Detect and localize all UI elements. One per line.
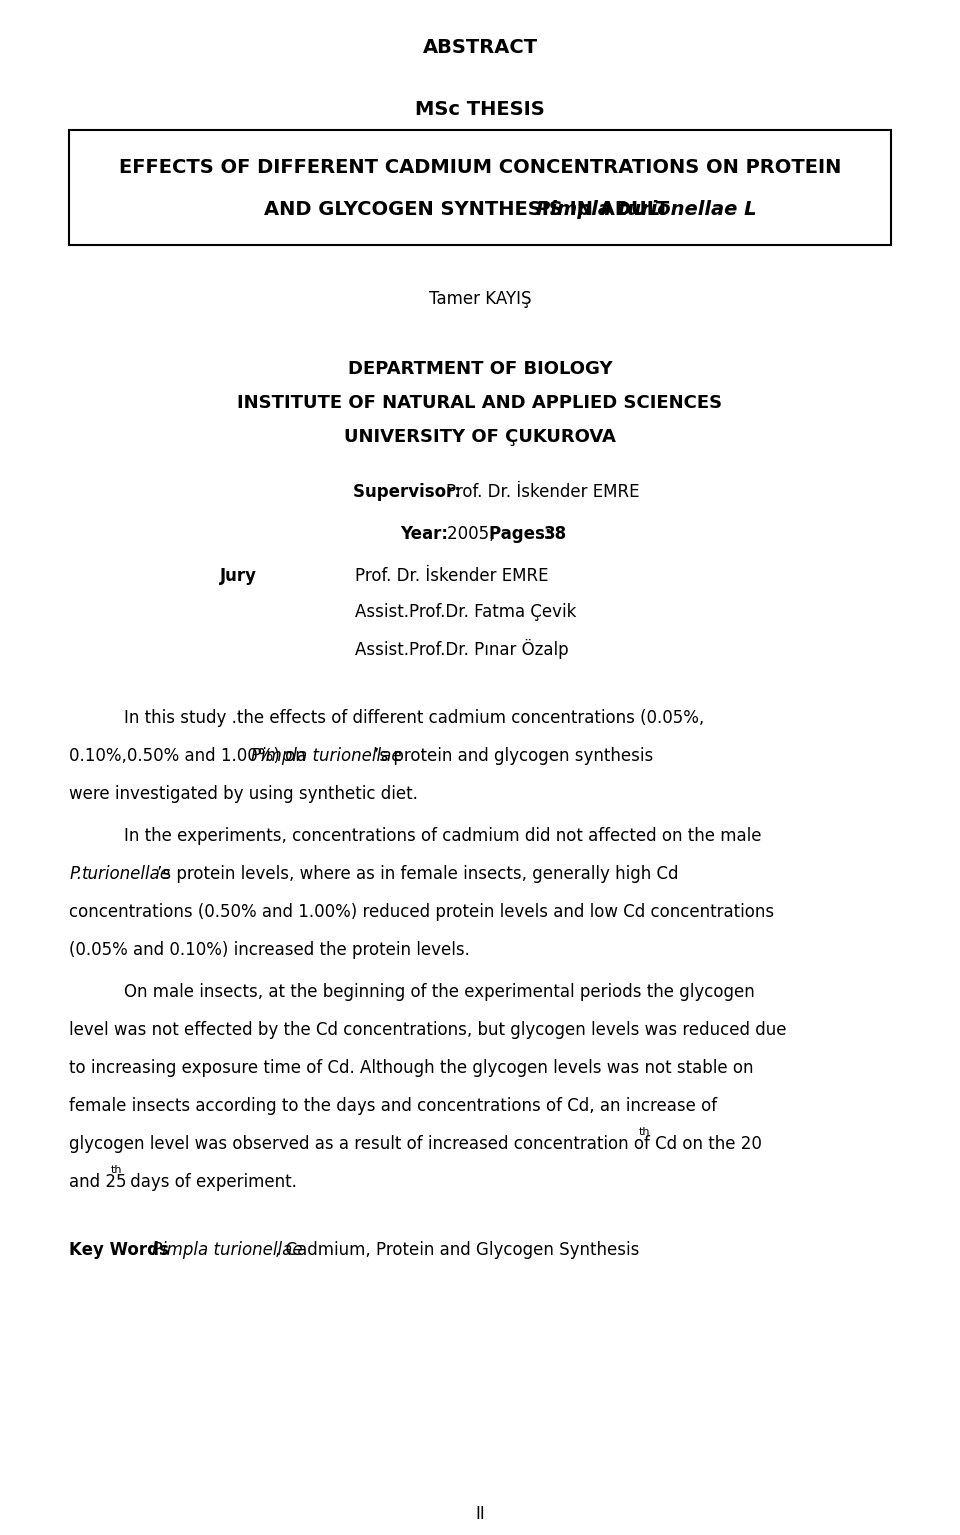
Text: Assist.Prof.Dr. Fatma Çevik: Assist.Prof.Dr. Fatma Çevik [355,603,576,622]
Text: Pimpla turionellae: Pimpla turionellae [153,1240,303,1259]
Text: Key Words: Key Words [69,1240,169,1259]
Text: days of experiment.: days of experiment. [125,1173,297,1191]
Text: level was not effected by the Cd concentrations, but glycogen levels was reduced: level was not effected by the Cd concent… [69,1021,786,1039]
Text: concentrations (0.50% and 1.00%) reduced protein levels and low Cd concentration: concentrations (0.50% and 1.00%) reduced… [69,903,775,921]
Text: Prof. Dr. İskender EMRE: Prof. Dr. İskender EMRE [446,484,639,500]
Text: Supervisor:: Supervisor: [352,484,467,500]
Text: Pimpla turionellae: Pimpla turionellae [252,748,401,764]
Text: EFFECTS OF DIFFERENT CADMIUM CONCENTRATIONS ON PROTEIN: EFFECTS OF DIFFERENT CADMIUM CONCENTRATI… [119,158,841,177]
Text: In the experiments, concentrations of cadmium did not affected on the male: In the experiments, concentrations of ca… [124,827,761,844]
Text: On male insects, at the beginning of the experimental periods the glycogen: On male insects, at the beginning of the… [124,982,755,1001]
Text: Year:: Year: [400,525,454,543]
Text: INSTITUTE OF NATURAL AND APPLIED SCIENCES: INSTITUTE OF NATURAL AND APPLIED SCIENCE… [237,394,723,411]
FancyBboxPatch shape [69,130,891,246]
Text: to increasing exposure time of Cd. Although the glycogen levels was not stable o: to increasing exposure time of Cd. Altho… [69,1059,754,1078]
Text: turionellae: turionellae [83,866,171,883]
Text: th: th [639,1127,651,1137]
Text: , Cadmium, Protein and Glycogen Synthesis: , Cadmium, Protein and Glycogen Synthesi… [275,1240,639,1259]
Text: UNIVERSITY OF ÇUKUROVA: UNIVERSITY OF ÇUKUROVA [344,428,616,447]
Text: (0.05% and 0.10%) increased the protein levels.: (0.05% and 0.10%) increased the protein … [69,941,470,959]
Text: 38: 38 [544,525,567,543]
Text: 2005,: 2005, [447,525,500,543]
Text: :: : [139,1240,151,1259]
Text: ’s protein levels, where as in female insects, generally high Cd: ’s protein levels, where as in female in… [156,866,679,883]
Text: P.: P. [69,866,83,883]
Text: Prof. Dr. İskender EMRE: Prof. Dr. İskender EMRE [355,566,548,585]
Text: ’s protein and glycogen synthesis: ’s protein and glycogen synthesis [373,748,653,764]
Text: II: II [475,1504,485,1523]
Text: Pimpla turionellae L: Pimpla turionellae L [536,200,756,220]
Text: DEPARTMENT OF BIOLOGY: DEPARTMENT OF BIOLOGY [348,361,612,378]
Text: and 25: and 25 [69,1173,127,1191]
Text: female insects according to the days and concentrations of Cd, an increase of: female insects according to the days and… [69,1098,717,1114]
Text: th: th [110,1165,122,1174]
Text: ABSTRACT: ABSTRACT [422,38,538,57]
Text: Pages:: Pages: [490,525,558,543]
Text: In this study .the effects of different cadmium concentrations (0.05%,: In this study .the effects of different … [124,709,705,728]
Text: glycogen level was observed as a result of increased concentration of Cd on the : glycogen level was observed as a result … [69,1134,762,1153]
Text: AND GLYCOGEN SYNTHESIS IN ADULT: AND GLYCOGEN SYNTHESIS IN ADULT [264,200,676,220]
Text: 0.10%,0.50% and 1.00%) on: 0.10%,0.50% and 1.00%) on [69,748,311,764]
Text: MSc THESIS: MSc THESIS [415,100,545,120]
Text: Jury: Jury [220,566,257,585]
Text: were investigated by using synthetic diet.: were investigated by using synthetic die… [69,784,418,803]
Text: Assist.Prof.Dr. Pınar Özalp: Assist.Prof.Dr. Pınar Özalp [355,639,568,659]
Text: Tamer KAYIŞ: Tamer KAYIŞ [429,290,531,309]
